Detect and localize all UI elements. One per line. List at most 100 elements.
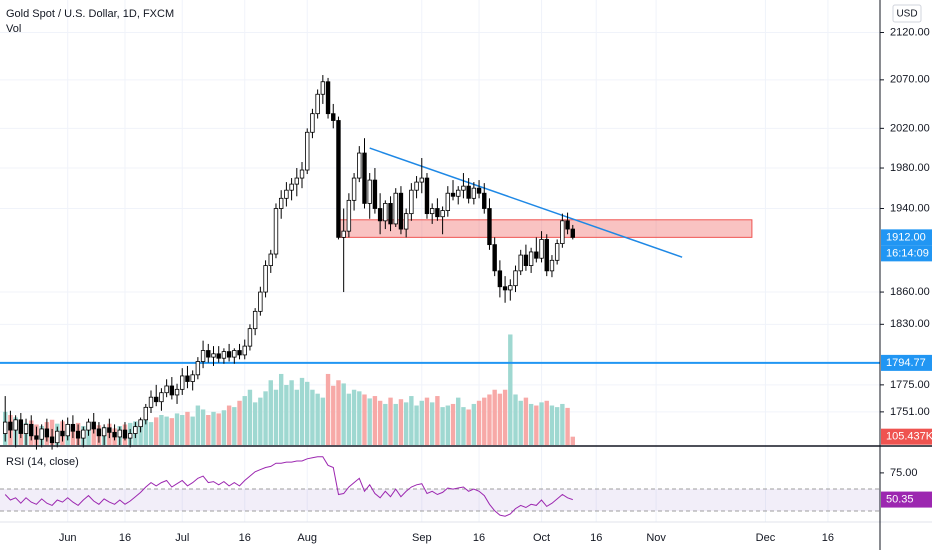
volume-bar xyxy=(299,377,305,445)
y-tick-label: 1940.00 xyxy=(890,202,930,214)
rsi-line xyxy=(4,456,573,517)
volume-last-label-box xyxy=(881,428,932,445)
volume-bar xyxy=(320,397,326,445)
y-tick-label: 1775.00 xyxy=(890,379,930,391)
volume-bar xyxy=(409,396,414,445)
candle-body xyxy=(107,427,112,433)
volume-bar xyxy=(487,394,492,445)
volume-bar xyxy=(180,415,185,445)
volume-bar xyxy=(91,427,96,445)
volume-bar xyxy=(357,391,362,445)
volume-bar xyxy=(393,403,398,445)
volume-bar xyxy=(252,402,258,445)
candle-body xyxy=(513,270,518,287)
volume-bar xyxy=(560,403,565,445)
candle-body xyxy=(435,208,440,218)
volume-bar xyxy=(331,385,336,445)
x-tick-label: Oct xyxy=(533,532,550,544)
candle-body xyxy=(565,220,570,230)
volume-last-label: 105.437K xyxy=(886,431,932,443)
volume-bar xyxy=(200,409,206,445)
volume-bar xyxy=(429,402,435,445)
volume-bar xyxy=(346,393,352,445)
candle-body xyxy=(305,131,310,171)
volume-bar xyxy=(148,422,154,445)
candle-body xyxy=(263,265,268,293)
countdown-label: 16:14:09 xyxy=(886,247,929,259)
y-tick-label: 1830.00 xyxy=(890,318,930,330)
volume-bar xyxy=(471,403,477,445)
x-tick-label: Jun xyxy=(59,532,77,544)
candle-body xyxy=(315,93,320,115)
volume-bar xyxy=(508,334,513,445)
candle-body xyxy=(341,230,346,238)
candle-body xyxy=(91,421,96,430)
currency-label[interactable]: USD xyxy=(896,9,917,20)
volume-bar xyxy=(367,398,372,445)
volume-bar xyxy=(424,397,430,445)
x-tick-label: Sep xyxy=(412,532,432,544)
candle-body xyxy=(237,350,242,356)
candle-body xyxy=(440,210,445,218)
volume-bar xyxy=(440,407,445,445)
y-tick-label: 2120.00 xyxy=(890,26,930,38)
candle-body xyxy=(34,435,39,440)
volume-bar xyxy=(570,436,575,445)
rsi-title: RSI (14, close) xyxy=(6,456,79,468)
candle-body xyxy=(169,385,175,396)
candle-body xyxy=(60,430,65,437)
volume-bar xyxy=(258,397,263,445)
candle-body xyxy=(367,179,372,204)
candle-body xyxy=(127,433,133,439)
volume-bar xyxy=(554,407,560,445)
volume-bar xyxy=(284,385,289,445)
x-tick-label: 16 xyxy=(119,532,131,544)
candle-body xyxy=(112,431,117,438)
candle-body xyxy=(44,428,50,438)
candle-body xyxy=(492,244,497,272)
y-tick-label: 2020.00 xyxy=(890,122,930,134)
volume-bar xyxy=(226,405,232,445)
candle-body xyxy=(508,285,513,291)
volume-bar xyxy=(492,389,497,445)
candle-body xyxy=(518,254,523,272)
volume-bar xyxy=(372,396,378,445)
candle-body xyxy=(185,375,190,382)
volume-bar xyxy=(456,397,461,445)
volume-bar xyxy=(383,403,388,445)
candle-body xyxy=(122,429,128,439)
volume-bar xyxy=(445,405,451,445)
candle-body xyxy=(445,192,451,211)
x-tick-label: Jul xyxy=(175,532,189,544)
candle-body xyxy=(164,385,169,394)
volume-bar xyxy=(174,413,180,445)
candle-body xyxy=(96,428,102,437)
volume-bar xyxy=(263,391,268,445)
volume-bar xyxy=(211,411,216,445)
candle-body xyxy=(232,350,237,358)
candle-body xyxy=(502,286,508,291)
candle-body xyxy=(3,421,8,434)
volume-bar xyxy=(377,400,383,445)
volume-bar xyxy=(534,405,539,445)
candle-body xyxy=(289,183,294,191)
candle-body xyxy=(159,392,164,403)
candle-body xyxy=(409,189,414,215)
candle-body xyxy=(357,152,362,179)
candle-body xyxy=(242,345,247,356)
volume-bar xyxy=(138,420,143,445)
candle-body xyxy=(523,254,529,266)
volume-bar xyxy=(466,409,471,445)
horizontal-line-label-box xyxy=(881,354,932,371)
candle-body xyxy=(211,353,216,358)
candle-body xyxy=(424,177,430,215)
currency-button[interactable] xyxy=(892,4,922,23)
candle-body xyxy=(86,421,91,431)
volume-bar xyxy=(388,397,393,445)
candle-body xyxy=(18,419,24,434)
rsi-layer xyxy=(4,456,573,517)
volume-bar xyxy=(159,415,164,445)
candle-body xyxy=(539,239,544,259)
x-tick-label: Nov xyxy=(646,532,666,544)
